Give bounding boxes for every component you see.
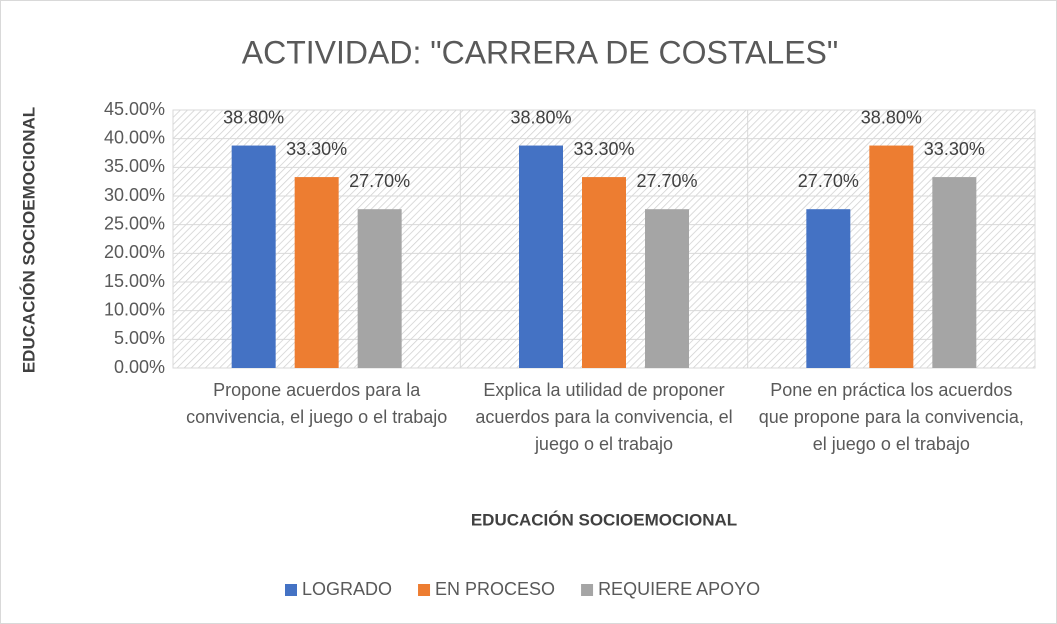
y-tick-label: 30.00%: [104, 185, 165, 205]
data-label: 33.30%: [573, 139, 634, 159]
y-tick-label: 15.00%: [104, 271, 165, 291]
bar: [582, 177, 626, 368]
y-tick-label: 45.00%: [104, 99, 165, 119]
y-tick-label: 0.00%: [114, 357, 165, 377]
data-label: 27.70%: [636, 171, 697, 191]
bar: [645, 209, 689, 368]
bar: [294, 177, 339, 368]
bar: [231, 145, 276, 368]
y-axis-title: EDUCACIÓN SOCIOEMOCIONAL: [19, 107, 38, 373]
chart-title: ACTIVIDAD: "CARRERA DE COSTALES": [242, 34, 838, 70]
bar: [806, 209, 851, 368]
x-tick-label: Propone acuerdos para la convivencia, el…: [186, 380, 448, 427]
y-tick-label: 25.00%: [104, 213, 165, 233]
legend-swatch: [418, 584, 431, 596]
legend-label: EN PROCESO: [435, 579, 555, 599]
data-label: 38.80%: [861, 107, 922, 127]
data-label: 33.30%: [924, 139, 985, 159]
bar: [519, 145, 563, 368]
data-label: 33.30%: [286, 139, 347, 159]
bar: [932, 177, 977, 368]
data-label: 27.70%: [798, 171, 859, 191]
legend-swatch: [581, 584, 594, 596]
bar: [869, 145, 914, 368]
y-tick-label: 10.00%: [104, 299, 165, 319]
legend-swatch: [285, 584, 297, 596]
x-axis-title: EDUCACIÓN SOCIOEMOCIONAL: [471, 510, 737, 529]
y-tick-label: 40.00%: [104, 127, 165, 147]
y-tick-label: 35.00%: [104, 156, 165, 176]
y-tick-label: 20.00%: [104, 242, 165, 262]
data-label: 38.80%: [223, 107, 284, 127]
bar: [357, 209, 402, 368]
legend-label: LOGRADO: [302, 579, 392, 599]
legend-label: REQUIERE APOYO: [598, 579, 760, 599]
data-label: 38.80%: [510, 107, 571, 127]
data-label: 27.70%: [349, 171, 410, 191]
y-tick-label: 5.00%: [114, 328, 165, 348]
x-tick-label: Pone en práctica los acuerdos que propon…: [758, 380, 1024, 454]
x-tick-label: Explica la utilidad de proponer acuerdos…: [475, 380, 733, 454]
